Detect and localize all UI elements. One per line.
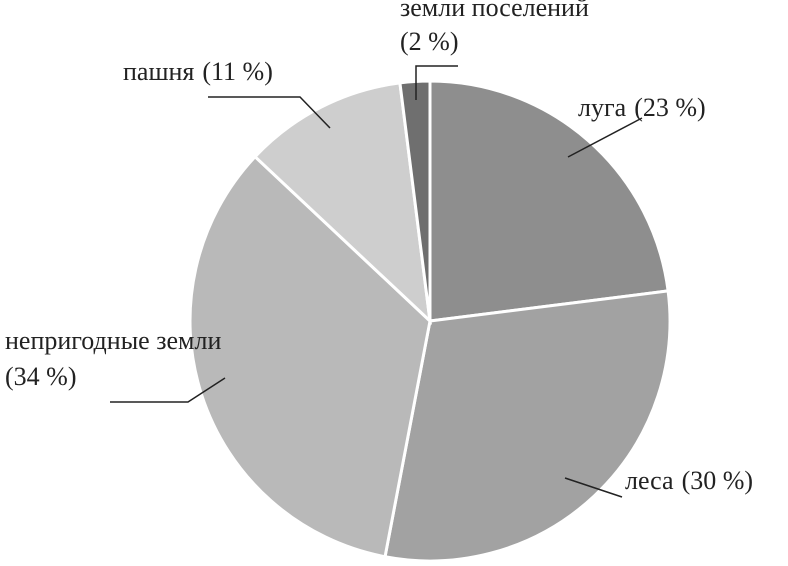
slice-label: непригодные земли (34 %) xyxy=(5,326,221,391)
slice-value-label: (30 %) xyxy=(682,466,753,495)
slice-category: пашня xyxy=(123,57,194,86)
slice-label: луга (23 %) xyxy=(578,93,706,122)
slice-label: земли поселений (2 %) xyxy=(400,0,589,56)
pie-slice xyxy=(383,289,672,563)
slice-value-label: (34 %) xyxy=(5,362,76,391)
leader-line xyxy=(110,377,226,403)
leader-line xyxy=(208,96,331,129)
pie-slice xyxy=(188,154,432,559)
leader-line xyxy=(567,117,643,158)
slice-value-label: (23 %) xyxy=(634,93,705,122)
slice-label: леса (30 %) xyxy=(625,466,753,495)
slice-label: пашня (11 %) xyxy=(123,57,273,86)
slice-category: непригодные земли xyxy=(5,326,221,355)
slice-value-label: (11 %) xyxy=(202,57,273,86)
pie-slice xyxy=(428,79,670,323)
slice-category: земли поселений xyxy=(400,0,589,22)
leader-line xyxy=(415,65,458,100)
pie-slice xyxy=(398,79,432,322)
pie-slice xyxy=(252,81,433,325)
leader-line xyxy=(564,477,623,498)
slice-category: леса xyxy=(625,466,674,495)
slice-category: луга xyxy=(578,93,627,122)
slice-value-label: (2 %) xyxy=(400,27,458,56)
